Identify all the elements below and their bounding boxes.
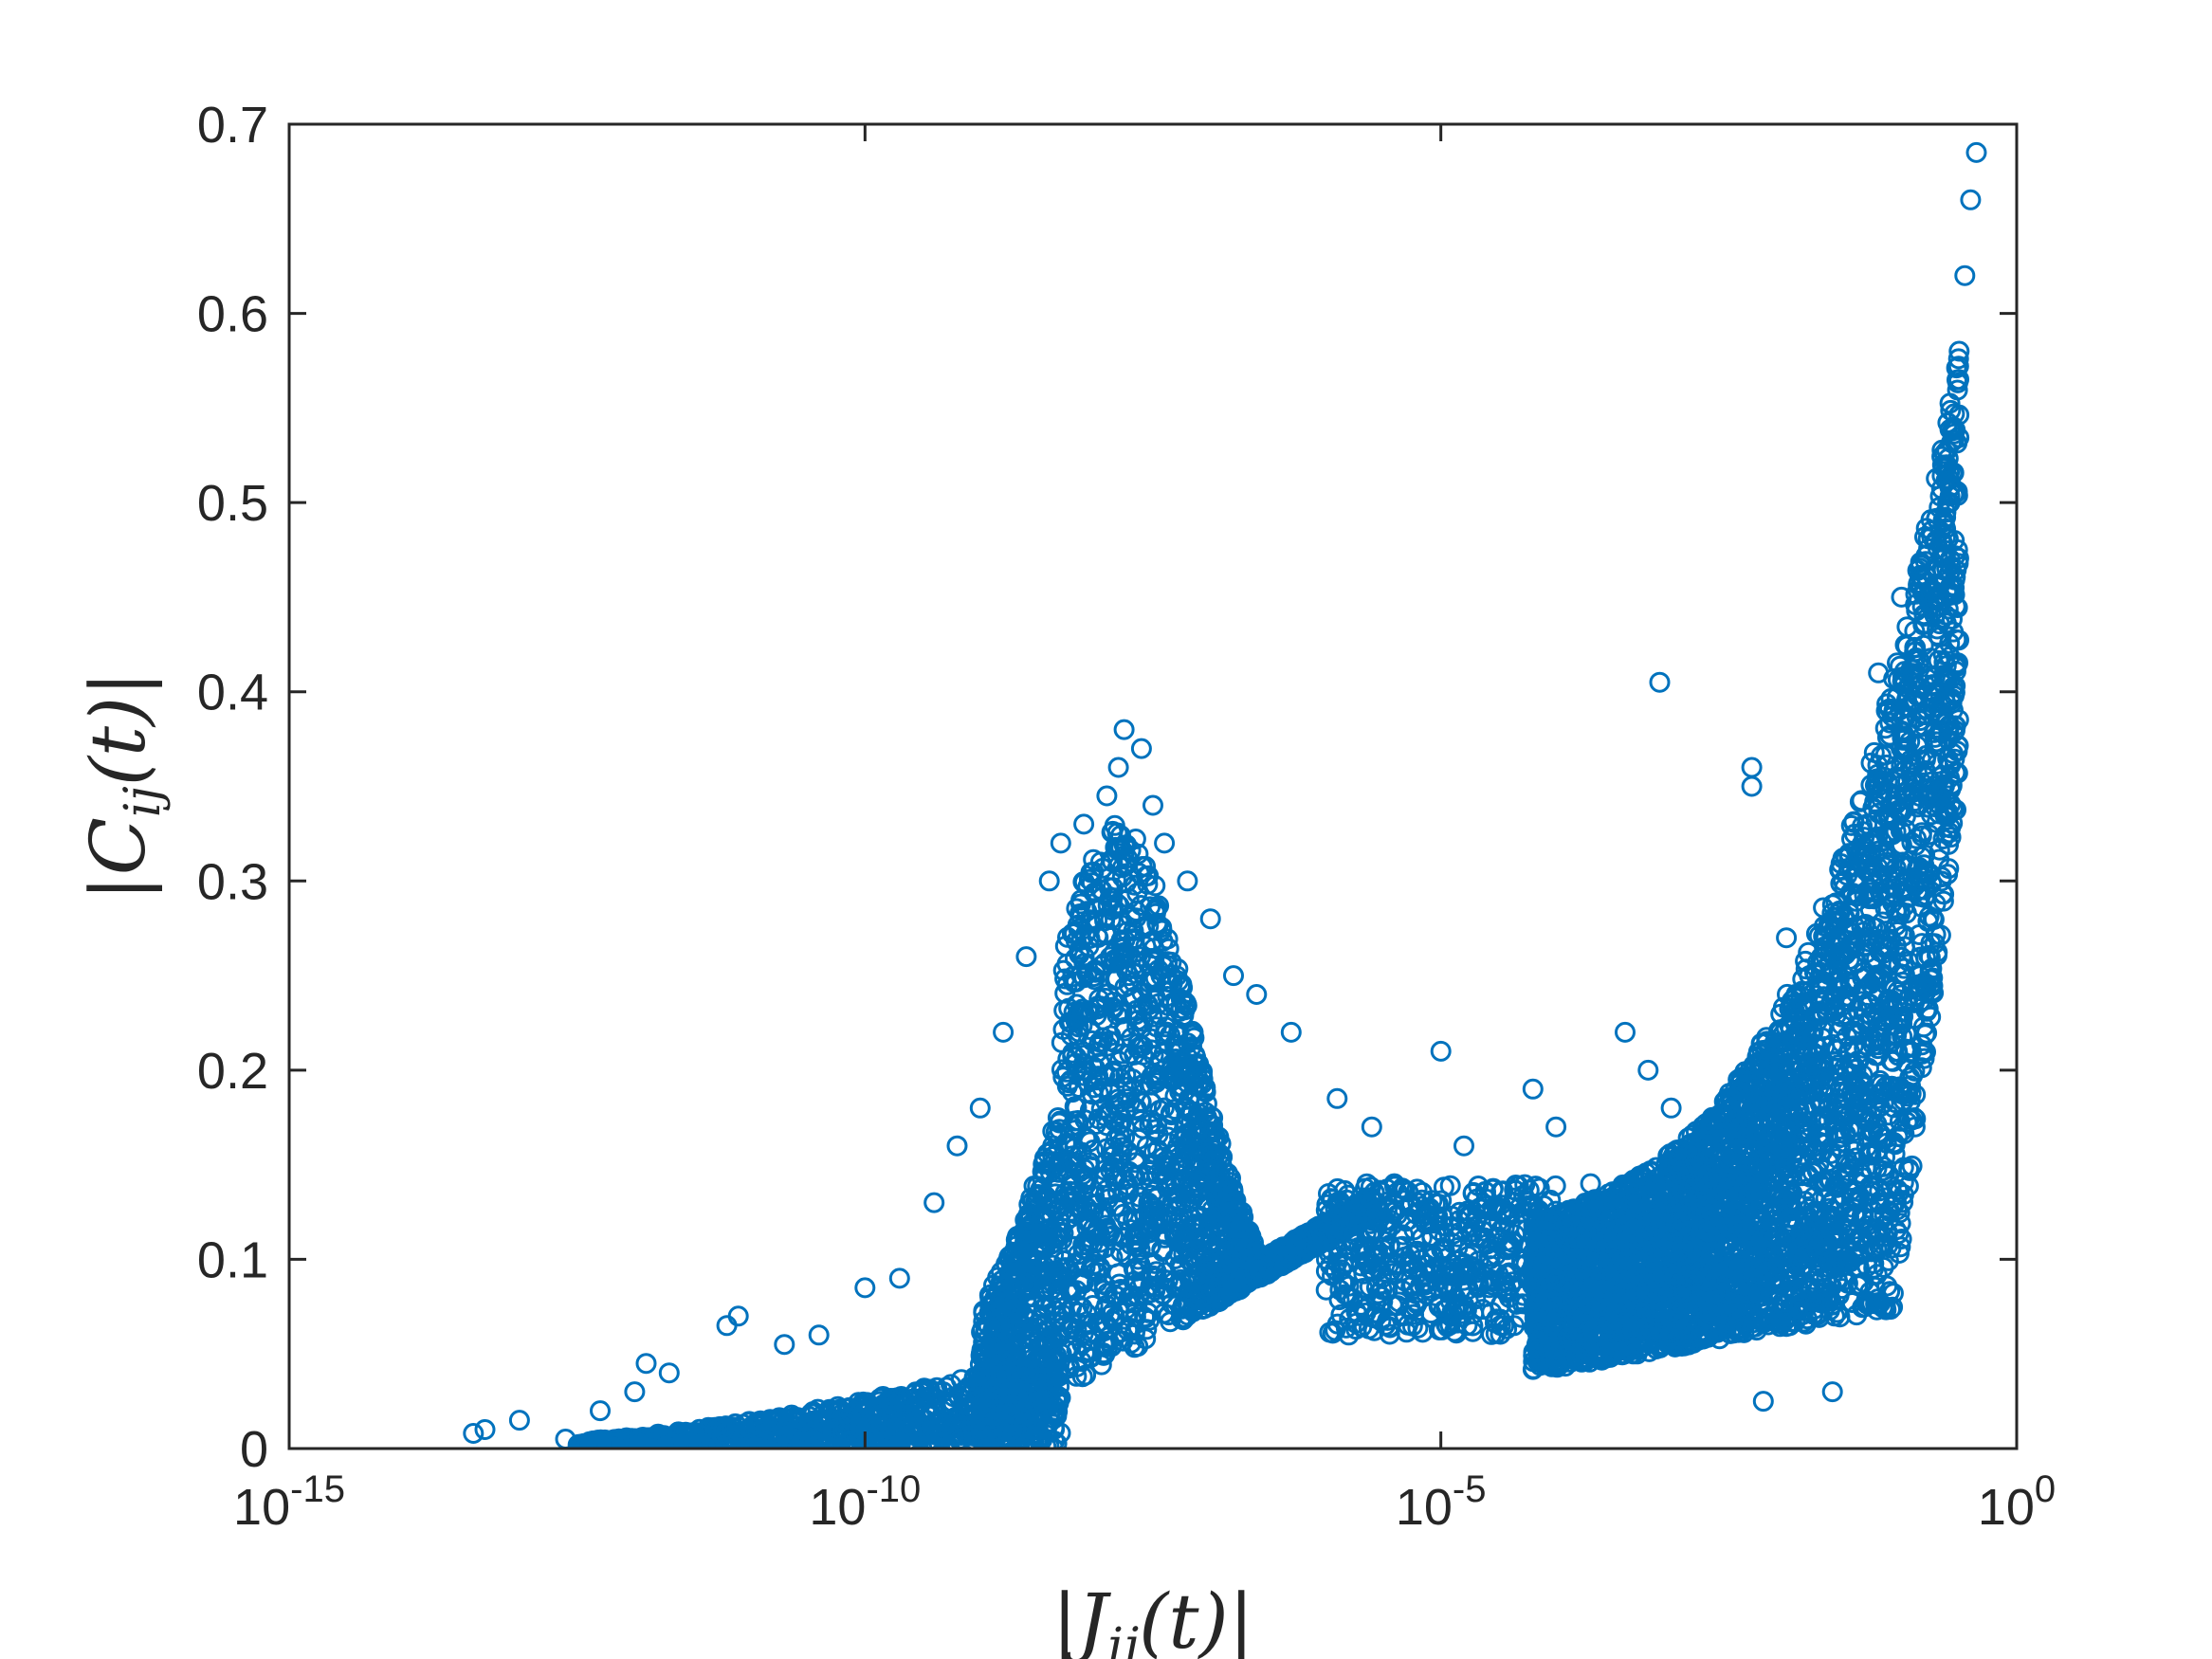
data-point (704, 1422, 726, 1443)
data-point (682, 1426, 704, 1448)
data-point (795, 1427, 817, 1449)
data-point (828, 1434, 850, 1449)
data-point (750, 1410, 772, 1431)
data-point (740, 1434, 762, 1449)
data-point (810, 1410, 831, 1431)
data-point (870, 1413, 892, 1435)
data-point (877, 1390, 899, 1412)
data-point (617, 1438, 639, 1449)
data-point (777, 1434, 798, 1449)
data-point (886, 1431, 907, 1449)
data-point (868, 1388, 890, 1410)
data-point (882, 1435, 904, 1449)
data-point (576, 1435, 597, 1449)
data-point (798, 1406, 820, 1428)
data-point (822, 1423, 844, 1445)
data-point (782, 1407, 804, 1429)
data-point (603, 1432, 625, 1449)
scatter-density (567, 348, 1970, 1449)
data-point (893, 1393, 915, 1414)
data-point (922, 1436, 943, 1449)
data-point (713, 1419, 735, 1441)
data-point (852, 1403, 873, 1425)
data-point (920, 1403, 941, 1425)
data-point (662, 1427, 684, 1449)
data-point (662, 1432, 683, 1449)
data-point (918, 1379, 940, 1401)
data-point (716, 1433, 738, 1449)
data-point (850, 1417, 872, 1439)
data-point (631, 1427, 652, 1449)
data-point (889, 1431, 910, 1449)
data-point (926, 1425, 948, 1447)
data-point (803, 1403, 825, 1425)
data-point (675, 1431, 697, 1449)
data-point (880, 1388, 902, 1409)
